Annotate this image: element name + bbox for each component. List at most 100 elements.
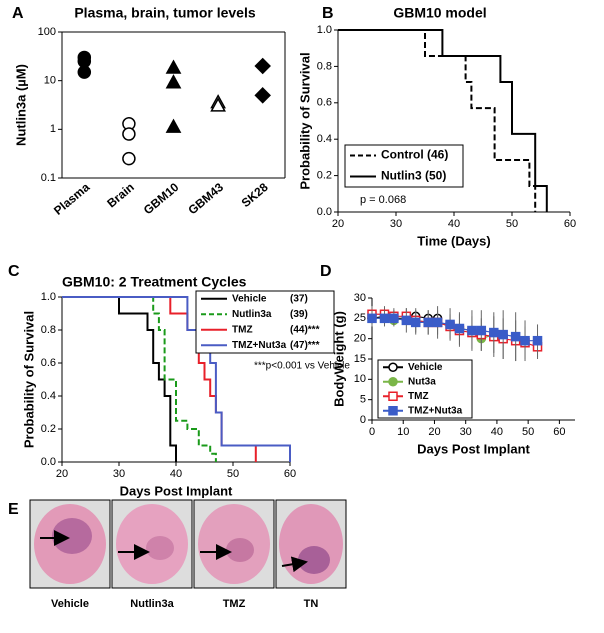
legend-label: Nut3a	[408, 376, 436, 387]
legend-label: TMZ	[408, 391, 429, 402]
x-tick-label: 20	[56, 468, 68, 480]
marker	[388, 362, 398, 372]
legend-n: (37)	[290, 293, 308, 304]
marker	[367, 313, 377, 324]
y-axis-label: Nutlin3a (µM)	[13, 64, 28, 146]
panel-label: B	[322, 5, 334, 22]
marker	[532, 335, 543, 346]
chart-title: Plasma, brain, tumor levels	[74, 5, 256, 21]
marker	[389, 313, 399, 324]
marker	[379, 313, 390, 324]
panel-label: D	[320, 263, 332, 280]
panel-label: C	[8, 263, 20, 280]
x-tick-label: 30	[460, 426, 472, 438]
image-caption: TN	[304, 598, 319, 610]
y-tick-label: 1	[50, 123, 56, 135]
y-tick-label: 5	[360, 394, 366, 406]
y-axis-label: Probability of Survival	[297, 52, 312, 189]
survival-curve	[62, 296, 177, 462]
marker	[410, 317, 421, 328]
y-tick-label: 0.2	[317, 170, 332, 182]
legend-label: Vehicle	[232, 293, 267, 304]
x-tick-label: 30	[113, 468, 125, 480]
marker	[165, 74, 182, 89]
legend-n: (39)	[290, 309, 308, 320]
marker	[210, 97, 226, 112]
marker	[388, 377, 398, 387]
legend-n: (44)***	[290, 324, 320, 335]
y-tick-label: 0.1	[41, 172, 56, 184]
x-tick-label: Plasma	[51, 180, 92, 218]
x-tick-label: 50	[227, 468, 239, 480]
y-tick-label: 100	[38, 26, 56, 38]
y-tick-label: 0	[360, 414, 366, 426]
y-tick-label: 0.2	[41, 423, 56, 435]
x-tick-label: 20	[428, 426, 440, 438]
legend-label: Control (46)	[381, 148, 448, 162]
y-tick-label: 10	[354, 373, 366, 385]
legend-box	[344, 144, 464, 188]
panel-label: E	[8, 501, 19, 518]
marker	[432, 317, 443, 328]
legend-n: (47)***	[290, 340, 320, 351]
y-axis-label: BodyWeight (g)	[331, 311, 346, 407]
y-tick-label: 10	[44, 75, 56, 87]
marker	[423, 317, 433, 328]
annotation: ***p<0.001 vs Vehicle	[254, 361, 350, 372]
marker	[122, 151, 136, 166]
marker	[388, 406, 398, 416]
marker	[401, 315, 412, 326]
y-tick-label: 25	[354, 312, 366, 324]
marker	[454, 323, 465, 334]
x-axis-label: Days Post Implant	[417, 441, 530, 456]
y-tick-label: 20	[354, 333, 366, 345]
legend-label: TMZ	[232, 324, 253, 335]
y-tick-label: 1.0	[317, 24, 332, 36]
legend-box	[195, 290, 335, 354]
y-tick-label: 30	[354, 292, 366, 304]
legend-label: Nutlin3 (50)	[381, 169, 446, 183]
x-tick-label: 50	[506, 218, 518, 230]
y-tick-label: 0.6	[41, 357, 56, 369]
x-tick-label: 10	[397, 426, 409, 438]
x-tick-label: GBM43	[185, 180, 226, 218]
marker	[510, 331, 521, 342]
image-caption: Nutlin3a	[130, 598, 174, 610]
x-tick-label: GBM10	[141, 180, 182, 218]
y-tick-label: 15	[354, 353, 366, 365]
x-tick-label: 20	[332, 218, 344, 230]
x-axis-label: Days Post Implant	[120, 483, 233, 498]
y-tick-label: 0.4	[317, 133, 332, 145]
x-axis-label: Time (Days)	[417, 233, 490, 248]
survival-curve	[338, 29, 537, 212]
marker	[489, 327, 499, 338]
x-tick-label: Brain	[104, 180, 137, 210]
x-tick-label: 40	[170, 468, 182, 480]
legend-label: Vehicle	[408, 362, 443, 373]
x-tick-label: 0	[369, 426, 375, 438]
x-tick-label: 30	[390, 218, 402, 230]
panel-label: A	[12, 5, 24, 22]
legend-label: Nutlin3a	[232, 309, 272, 320]
x-tick-label: 60	[553, 426, 565, 438]
marker	[165, 59, 182, 74]
image-caption: TMZ	[223, 598, 246, 610]
survival-curve	[338, 29, 548, 212]
marker	[467, 325, 477, 336]
image-caption: Vehicle	[51, 598, 89, 610]
y-tick-label: 0.0	[41, 456, 56, 468]
x-tick-label: 60	[284, 468, 296, 480]
marker	[77, 65, 92, 79]
marker	[498, 329, 508, 340]
marker	[388, 391, 398, 401]
histology-images	[29, 499, 347, 589]
y-tick-label: 0.8	[317, 60, 332, 72]
y-tick-label: 0.8	[41, 324, 56, 336]
chart-title: GBM10: 2 Treatment Cycles	[62, 274, 247, 290]
x-tick-label: SK28	[239, 180, 271, 210]
y-tick-label: 0.4	[41, 390, 56, 402]
y-tick-label: 0.6	[317, 97, 332, 109]
marker	[254, 57, 271, 75]
marker	[476, 325, 487, 336]
chart-title: GBM10 model	[393, 5, 486, 21]
